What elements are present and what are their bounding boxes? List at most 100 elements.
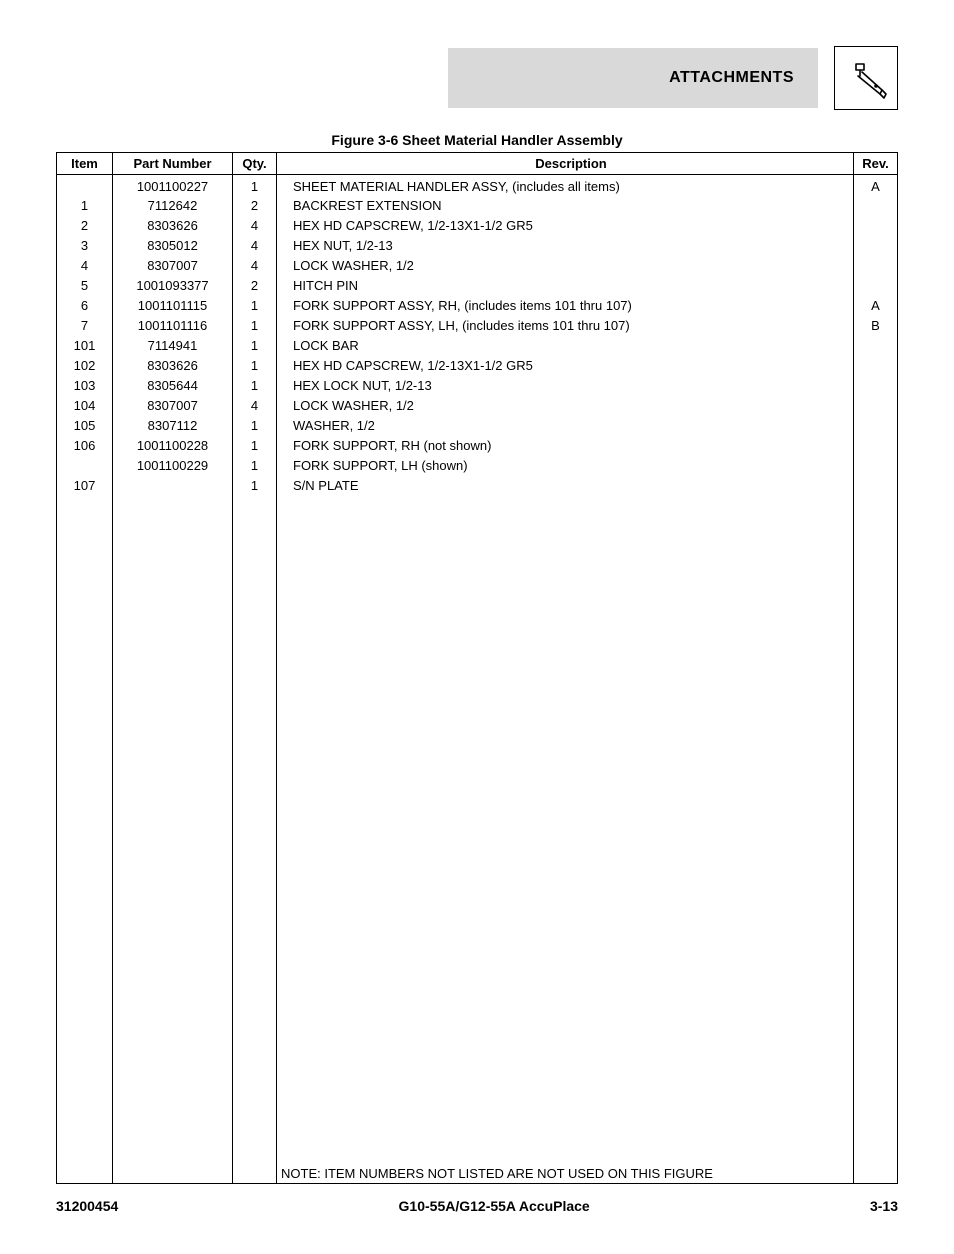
table-row: 10610011002281FORK SUPPORT, RH (not show…	[57, 435, 898, 455]
table-wrap: Item Part Number Qty. Description Rev. 1…	[56, 152, 898, 1184]
table-row: 10383056441HEX LOCK NUT, 1/2-13	[57, 375, 898, 395]
table-row: 107 1S/N PLATE	[57, 475, 898, 495]
cell-rev	[854, 375, 898, 395]
cell-rev	[854, 415, 898, 435]
cell-desc: LOCK WASHER, 1/2	[277, 395, 854, 415]
table-row: 483070074LOCK WASHER, 1/2	[57, 255, 898, 275]
cell-rev: B	[854, 315, 898, 335]
cell-item: 102	[57, 355, 113, 375]
table-row: 10283036261HEX HD CAPSCREW, 1/2-13X1-1/2…	[57, 355, 898, 375]
cell-item	[57, 175, 113, 196]
cell-qty: 4	[233, 395, 277, 415]
cell-item: 104	[57, 395, 113, 415]
footer-left: 31200454	[56, 1198, 118, 1214]
cell-part: 1001100227	[113, 175, 233, 196]
cell-qty: 1	[233, 415, 277, 435]
footer-right: 3-13	[870, 1198, 898, 1214]
cell-part: 1001100228	[113, 435, 233, 455]
cell-part: 1001100229	[113, 455, 233, 475]
cell-part: 1001101116	[113, 315, 233, 335]
cell-desc: HEX HD CAPSCREW, 1/2-13X1-1/2 GR5	[277, 215, 854, 235]
telehandler-attachment-icon	[834, 46, 898, 110]
cell-qty: 2	[233, 195, 277, 215]
cell-desc: HEX NUT, 1/2-13	[277, 235, 854, 255]
cell-item	[57, 455, 113, 475]
cell-rev	[854, 435, 898, 455]
table-row: 10483070074LOCK WASHER, 1/2	[57, 395, 898, 415]
table-row: 171126422BACKREST EXTENSION	[57, 195, 898, 215]
cell-item: 6	[57, 295, 113, 315]
table-row: 510010933772HITCH PIN	[57, 275, 898, 295]
page: ATTACHMENTS Figure 3-6 Sheet Material Ha…	[0, 0, 954, 1254]
cell-desc: FORK SUPPORT, LH (shown)	[277, 455, 854, 475]
cell-desc: S/N PLATE	[277, 475, 854, 495]
cell-desc: HEX LOCK NUT, 1/2-13	[277, 375, 854, 395]
col-header-item: Item	[57, 153, 113, 175]
cell-item: 4	[57, 255, 113, 275]
cell-qty: 1	[233, 375, 277, 395]
cell-qty: 4	[233, 215, 277, 235]
cell-desc: SHEET MATERIAL HANDLER ASSY, (includes a…	[277, 175, 854, 196]
cell-item: 7	[57, 315, 113, 335]
cell-desc: WASHER, 1/2	[277, 415, 854, 435]
table-row: 10583071121WASHER, 1/2	[57, 415, 898, 435]
figure-caption: Figure 3-6 Sheet Material Handler Assemb…	[56, 132, 898, 148]
cell-rev	[854, 275, 898, 295]
header-gray-block: ATTACHMENTS	[448, 48, 818, 108]
cell-item: 101	[57, 335, 113, 355]
cell-desc: BACKREST EXTENSION	[277, 195, 854, 215]
cell-desc: LOCK WASHER, 1/2	[277, 255, 854, 275]
cell-item: 1	[57, 195, 113, 215]
cell-part: 1001093377	[113, 275, 233, 295]
section-title: ATTACHMENTS	[669, 69, 794, 87]
table-row: 710011011161FORK SUPPORT ASSY, LH, (incl…	[57, 315, 898, 335]
body: Figure 3-6 Sheet Material Handler Assemb…	[56, 132, 898, 1184]
cell-qty: 1	[233, 435, 277, 455]
cell-desc: FORK SUPPORT ASSY, LH, (includes items 1…	[277, 315, 854, 335]
cell-rev	[854, 455, 898, 475]
table-note-row: NOTE: ITEM NUMBERS NOT LISTED ARE NOT US…	[57, 1164, 898, 1184]
cell-part: 8305012	[113, 235, 233, 255]
cell-qty: 2	[233, 275, 277, 295]
cell-part: 8305644	[113, 375, 233, 395]
cell-part: 7114941	[113, 335, 233, 355]
cell-desc: FORK SUPPORT, RH (not shown)	[277, 435, 854, 455]
cell-desc: HEX HD CAPSCREW, 1/2-13X1-1/2 GR5	[277, 355, 854, 375]
cell-part: 8307007	[113, 395, 233, 415]
cell-part	[113, 475, 233, 495]
cell-qty: 1	[233, 355, 277, 375]
cell-rev	[854, 355, 898, 375]
cell-item: 106	[57, 435, 113, 455]
cell-part: 8307007	[113, 255, 233, 275]
cell-rev	[854, 195, 898, 215]
table-filler-row	[57, 495, 898, 1164]
footer: 31200454 G10-55A/G12-55A AccuPlace 3-13	[56, 1198, 898, 1214]
cell-qty: 4	[233, 255, 277, 275]
cell-rev	[854, 395, 898, 415]
cell-rev	[854, 475, 898, 495]
cell-rev	[854, 235, 898, 255]
cell-item: 107	[57, 475, 113, 495]
footer-center: G10-55A/G12-55A AccuPlace	[399, 1198, 590, 1214]
cell-item: 3	[57, 235, 113, 255]
table-header-row: Item Part Number Qty. Description Rev.	[57, 153, 898, 175]
cell-item: 2	[57, 215, 113, 235]
parts-table: Item Part Number Qty. Description Rev. 1…	[56, 152, 898, 1184]
col-header-desc: Description	[277, 153, 854, 175]
table-row: 10011002271SHEET MATERIAL HANDLER ASSY, …	[57, 175, 898, 196]
cell-item: 105	[57, 415, 113, 435]
cell-rev: A	[854, 295, 898, 315]
cell-qty: 1	[233, 455, 277, 475]
header-bar: ATTACHMENTS	[56, 48, 898, 108]
cell-rev: A	[854, 175, 898, 196]
cell-part: 7112642	[113, 195, 233, 215]
cell-qty: 1	[233, 475, 277, 495]
cell-rev	[854, 255, 898, 275]
col-header-rev: Rev.	[854, 153, 898, 175]
table-row: 10171149411LOCK BAR	[57, 335, 898, 355]
cell-qty: 4	[233, 235, 277, 255]
table-row: 10011002291FORK SUPPORT, LH (shown)	[57, 455, 898, 475]
cell-rev	[854, 335, 898, 355]
cell-qty: 1	[233, 335, 277, 355]
cell-item: 103	[57, 375, 113, 395]
